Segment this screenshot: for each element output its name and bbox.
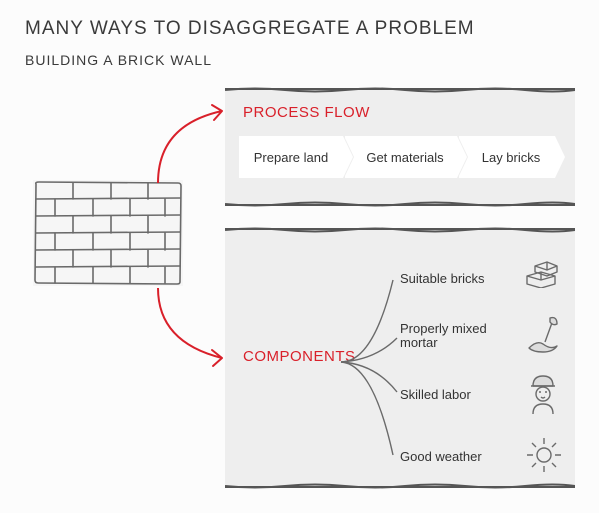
brace-lines: [335, 260, 425, 470]
process-heading: PROCESS FLOW: [243, 104, 370, 121]
page-title: MANY WAYS TO DISAGGREGATE A PROBLEM: [25, 18, 475, 40]
step-label: Get materials: [366, 150, 443, 165]
component-item: Skilled labor: [400, 388, 471, 402]
page-subtitle: BUILDING A BRICK WALL: [25, 52, 212, 68]
worker-icon: [523, 372, 563, 416]
component-item: Good weather: [400, 450, 482, 464]
components-panel: COMPONENTS Suitable bricks Properly mixe…: [225, 228, 575, 488]
step-label: Prepare land: [254, 150, 328, 165]
bricks-icon: [523, 258, 561, 288]
process-steps: Prepare land Get materials Lay bricks: [239, 136, 557, 178]
step-label: Lay bricks: [482, 150, 541, 165]
component-item: Suitable bricks: [400, 272, 485, 286]
sun-icon: [525, 436, 563, 474]
process-step: Prepare land: [239, 136, 343, 178]
process-step: Lay bricks: [459, 136, 555, 178]
mortar-icon: [523, 314, 563, 354]
process-flow-panel: PROCESS FLOW Prepare land Get materials …: [225, 88, 575, 206]
process-step: Get materials: [345, 136, 457, 178]
brick-wall-illustration: [33, 180, 183, 286]
component-item: Properly mixed mortar: [400, 322, 510, 351]
